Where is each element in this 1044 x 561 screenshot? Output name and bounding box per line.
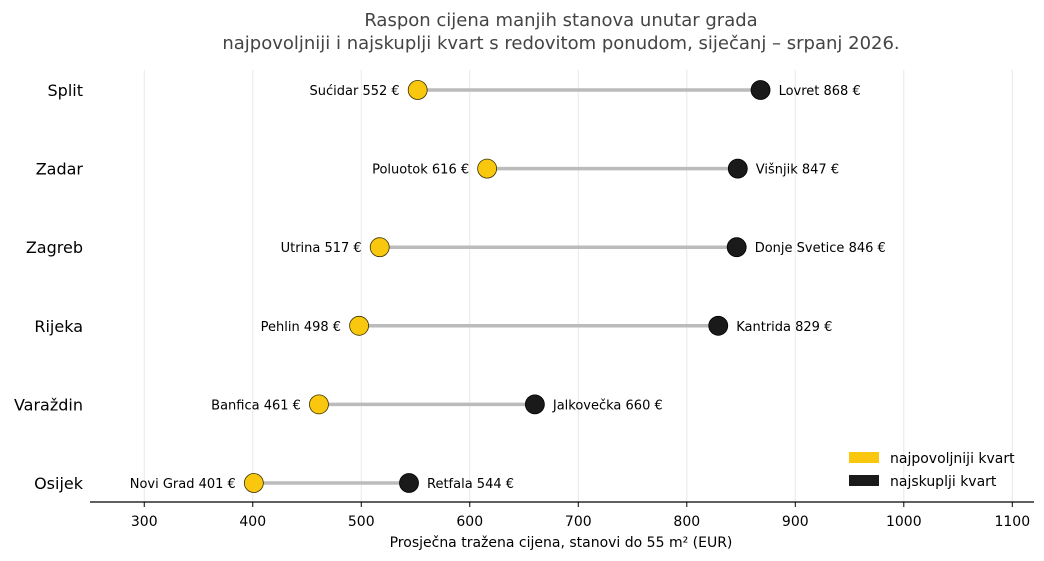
high-price-dot [750, 80, 771, 100]
x-axis-label: Prosječna tražena cijena, stanovi do 55 … [390, 535, 733, 551]
grid-lines [143, 70, 1013, 502]
row-rijeka: Rijeka Pehlin 498 € Kantrida 829 € [34, 315, 832, 336]
legend-swatch [849, 475, 879, 486]
high-price-dot [399, 473, 419, 493]
row-varaždin: Varaždin Banfica 461 € Jalkovečka 660 € [14, 394, 663, 415]
legend: najpovoljniji kvart najskuplji kvart [849, 451, 1015, 490]
x-tick-label: 900 [782, 514, 809, 530]
high-price-dot [726, 237, 747, 258]
legend-label: najpovoljniji kvart [890, 451, 1015, 467]
chart-subtitle: najpovoljniji i najskuplji kvart s redov… [222, 33, 899, 54]
city-label: Zagreb [26, 238, 83, 257]
city-label: Zadar [36, 160, 84, 179]
high-price-label: Jalkovečka 660 € [552, 398, 663, 413]
city-label: Osijek [34, 474, 84, 493]
x-axis-ticks: 300 400 500 600 700 800 900 1000 1100 [131, 502, 1030, 530]
low-price-label: Utrina 517 € [281, 241, 362, 256]
x-tick-label: 1000 [886, 514, 922, 530]
row-zadar: Zadar Poluotok 616 € Višnjik 847 € [36, 158, 839, 179]
low-price-label: Sućidar 552 € [310, 84, 400, 99]
x-tick-label: 300 [131, 514, 158, 530]
city-label: Split [48, 81, 83, 100]
high-price-dot [524, 394, 545, 415]
chart-title: Raspon cijena manjih stanova unutar grad… [364, 10, 757, 31]
x-tick-label: 400 [239, 514, 266, 530]
low-price-label: Pehlin 498 € [261, 320, 341, 335]
city-label: Rijeka [34, 317, 83, 336]
row-osijek: Osijek Novi Grad 401 € Retfala 544 € [34, 473, 514, 493]
low-price-dot [243, 473, 264, 493]
rows: Split Sućidar 552 € Lovret 868 € Zadar Poluo… [14, 80, 886, 493]
x-tick-label: 500 [348, 514, 375, 530]
high-price-dot [708, 315, 729, 336]
x-tick-label: 600 [456, 514, 483, 530]
legend-swatch [849, 452, 879, 463]
high-price-label: Višnjik 847 € [756, 163, 839, 178]
low-price-dot [407, 80, 428, 100]
high-price-label: Kantrida 829 € [736, 320, 832, 335]
high-price-label: Lovret 868 € [779, 84, 861, 99]
low-price-label: Poluotok 616 € [372, 163, 469, 178]
low-price-label: Novi Grad 401 € [130, 477, 236, 492]
x-tick-label: 700 [565, 514, 592, 530]
high-price-label: Retfala 544 € [427, 477, 514, 492]
legend-label: najskuplji kvart [890, 474, 997, 490]
row-split: Split Sućidar 552 € Lovret 868 € [48, 80, 861, 100]
city-label: Varaždin [14, 395, 83, 414]
low-price-dot [369, 237, 390, 258]
low-price-label: Banfica 461 € [211, 398, 301, 413]
x-tick-label: 800 [673, 514, 700, 530]
row-zagreb: Zagreb Utrina 517 € Donje Svetice 846 € [26, 237, 886, 258]
low-price-dot [309, 394, 329, 415]
low-price-dot [477, 158, 498, 179]
low-price-dot [349, 315, 369, 336]
x-tick-label: 1100 [994, 514, 1030, 530]
high-price-label: Donje Svetice 846 € [755, 241, 886, 256]
high-price-dot [727, 158, 748, 179]
